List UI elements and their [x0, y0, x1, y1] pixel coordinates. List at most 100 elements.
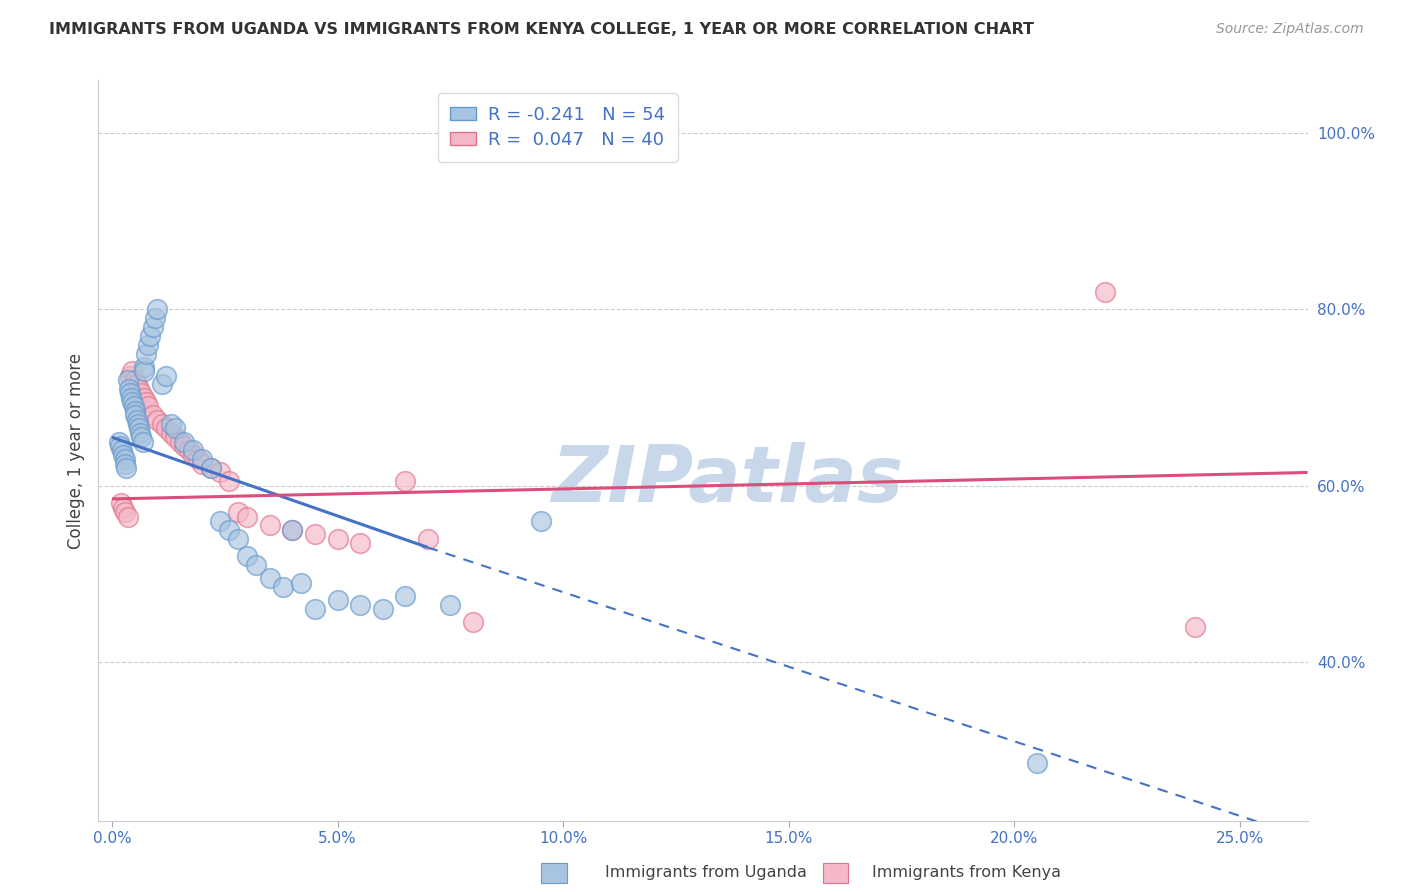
Point: [273, 580, 295, 594]
Point: [191, 457, 214, 471]
Point: [128, 421, 150, 435]
Point: [131, 434, 153, 449]
Point: [128, 382, 150, 396]
Text: Immigrants from Uganda: Immigrants from Uganda: [605, 865, 807, 880]
Point: [259, 571, 281, 585]
Point: [124, 373, 146, 387]
Point: [159, 417, 181, 431]
Point: [135, 395, 157, 409]
Point: [281, 523, 304, 537]
Text: Source: ZipAtlas.com: Source: ZipAtlas.com: [1216, 22, 1364, 37]
Point: [326, 532, 349, 546]
Point: [135, 346, 157, 360]
Point: [173, 434, 195, 449]
Point: [127, 417, 149, 431]
Point: [142, 320, 165, 334]
Point: [226, 532, 249, 546]
Point: [124, 404, 146, 418]
Point: [349, 536, 371, 550]
Point: [117, 509, 139, 524]
Point: [114, 505, 136, 519]
Point: [200, 461, 222, 475]
Point: [114, 452, 136, 467]
Point: [150, 377, 173, 392]
Point: [209, 466, 232, 480]
Point: [236, 509, 259, 524]
Point: [226, 505, 249, 519]
Point: [142, 408, 165, 422]
Point: [1094, 285, 1116, 299]
Point: [290, 575, 312, 590]
Point: [108, 439, 131, 453]
Point: [110, 496, 132, 510]
Point: [165, 421, 187, 435]
Point: [129, 430, 152, 444]
Point: [181, 443, 204, 458]
Point: [146, 302, 169, 317]
Point: [112, 448, 135, 462]
Point: [245, 558, 267, 572]
Point: [129, 425, 152, 440]
Point: [125, 412, 148, 426]
Point: [118, 368, 141, 383]
Point: [114, 457, 136, 471]
Point: [112, 500, 135, 515]
Text: ZIPatlas: ZIPatlas: [551, 442, 903, 518]
Point: [326, 593, 349, 607]
Point: [169, 434, 191, 449]
Point: [121, 364, 143, 378]
Point: [132, 391, 155, 405]
Point: [124, 408, 146, 422]
Point: [394, 589, 416, 603]
Point: [177, 443, 200, 458]
Point: [439, 598, 461, 612]
Point: [136, 400, 159, 414]
Point: [121, 395, 143, 409]
Point: [304, 527, 326, 541]
Point: [159, 425, 181, 440]
Point: [529, 514, 551, 528]
Point: [218, 523, 240, 537]
Point: [155, 368, 177, 383]
Point: [187, 452, 209, 467]
Point: [304, 602, 326, 616]
Y-axis label: College, 1 year or more: College, 1 year or more: [66, 352, 84, 549]
Point: [181, 448, 204, 462]
Legend: R = -0.241   N = 54, R =  0.047   N = 40: R = -0.241 N = 54, R = 0.047 N = 40: [437, 93, 678, 161]
Point: [120, 391, 142, 405]
Point: [134, 364, 156, 378]
Point: [118, 382, 141, 396]
Point: [461, 615, 484, 630]
Point: [394, 475, 416, 489]
Point: [150, 417, 173, 431]
Point: [281, 523, 304, 537]
Point: [236, 549, 259, 564]
Point: [122, 400, 145, 414]
Point: [371, 602, 394, 616]
Point: [1025, 756, 1047, 771]
Point: [115, 461, 138, 475]
Text: IMMIGRANTS FROM UGANDA VS IMMIGRANTS FROM KENYA COLLEGE, 1 YEAR OR MORE CORRELAT: IMMIGRANTS FROM UGANDA VS IMMIGRANTS FRO…: [49, 22, 1035, 37]
Point: [118, 386, 141, 401]
Point: [165, 430, 187, 444]
Point: [111, 443, 134, 458]
Point: [218, 475, 240, 489]
Point: [200, 461, 222, 475]
Point: [125, 377, 148, 392]
Point: [349, 598, 371, 612]
Point: [173, 439, 195, 453]
Point: [132, 359, 155, 374]
Point: [117, 373, 139, 387]
Text: Immigrants from Kenya: Immigrants from Kenya: [872, 865, 1060, 880]
Point: [146, 412, 169, 426]
Point: [143, 311, 166, 326]
Point: [139, 329, 162, 343]
Point: [136, 337, 159, 351]
Point: [191, 452, 214, 467]
Point: [1184, 620, 1206, 634]
Point: [259, 518, 281, 533]
Point: [209, 514, 232, 528]
Point: [107, 434, 129, 449]
Point: [416, 532, 439, 546]
Point: [129, 386, 152, 401]
